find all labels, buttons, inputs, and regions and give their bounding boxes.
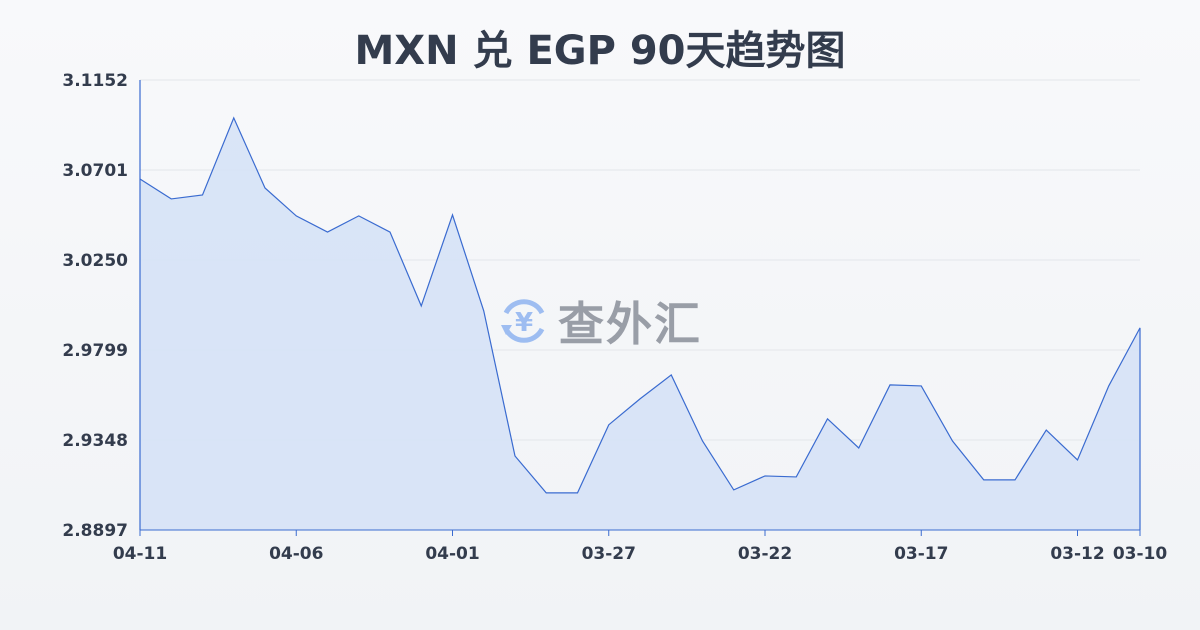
x-tick-label: 03-22 <box>738 544 792 564</box>
chart-title: MXN 兑 EGP 90天趋势图 <box>354 28 846 74</box>
x-tick-label: 03-17 <box>894 544 948 564</box>
x-tick-label: 04-11 <box>113 544 167 564</box>
x-tick-label: 03-10 <box>1113 544 1168 564</box>
yen-exchange-icon: ¥ <box>501 299 545 343</box>
svg-text:¥: ¥ <box>515 308 533 338</box>
y-tick-label: 2.9799 <box>62 341 128 361</box>
y-tick-label: 3.1152 <box>62 71 128 91</box>
y-tick-label: 2.8897 <box>62 521 128 541</box>
x-tick-label: 03-27 <box>582 544 636 564</box>
x-tick-label: 04-01 <box>425 544 479 564</box>
y-tick-label: 2.9348 <box>62 431 128 451</box>
watermark: ¥ 查外汇 <box>498 288 702 354</box>
x-tick-label: 04-06 <box>269 544 323 564</box>
y-tick-label: 3.0701 <box>62 161 128 181</box>
watermark-text: 查外汇 <box>558 297 702 351</box>
area-fill <box>140 117 1140 530</box>
y-tick-label: 3.0250 <box>62 251 128 271</box>
x-tick-label: 03-12 <box>1050 544 1104 564</box>
